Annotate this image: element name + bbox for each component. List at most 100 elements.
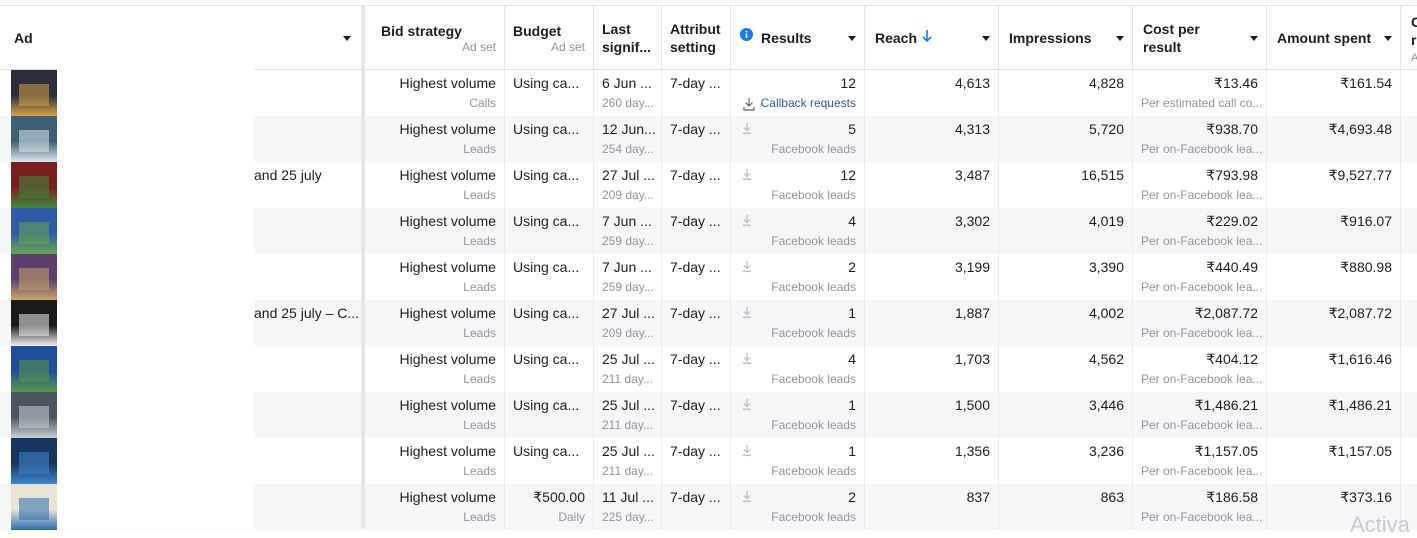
top-border — [0, 5, 1417, 6]
col-amount-spent-header[interactable]: Amount spent — [1267, 6, 1401, 69]
cell-bid: Highest volume Leads — [370, 346, 505, 392]
cell-ad[interactable] — [0, 70, 362, 116]
cell-ad[interactable] — [0, 254, 362, 300]
reach-value: 4,313 — [954, 121, 990, 137]
cell-spent: ₹4,693.48 — [1267, 116, 1401, 162]
results-value: 2 — [848, 489, 856, 505]
chevron-down-icon[interactable] — [1116, 36, 1124, 41]
ad-thumbnail[interactable] — [11, 346, 57, 392]
table-row[interactable]: Highest volume Leads Using ca... 25 Jul ...… — [0, 438, 1417, 484]
last-significant-value: 27 Jul ... — [602, 305, 655, 321]
chevron-down-icon[interactable] — [1250, 36, 1258, 41]
last-significant-value: 12 Jun... — [602, 121, 656, 137]
results-value: 12 — [840, 75, 856, 91]
attribution-value: 7-day ... — [670, 351, 721, 367]
col-last-significant-header[interactable]: Last signif... — [594, 6, 662, 69]
cell-ad[interactable] — [0, 116, 362, 162]
cell-reach: 837 — [865, 484, 999, 530]
budget-value: Using ca... — [513, 443, 580, 459]
frozen-column-divider[interactable] — [362, 6, 365, 529]
impressions-value: 3,446 — [1088, 397, 1124, 413]
col-next-title-2: r — [1411, 32, 1417, 48]
cell-ad[interactable] — [0, 392, 362, 438]
bid-strategy-sub: Leads — [463, 188, 496, 202]
results-sub: Facebook leads — [771, 326, 856, 340]
results-value: 2 — [848, 259, 856, 275]
cell-bid: Highest volume Leads — [370, 438, 505, 484]
ad-thumbnail[interactable] — [11, 300, 57, 346]
col-results-header[interactable]: Results — [731, 6, 865, 69]
cell-budget: Using ca... — [505, 208, 594, 254]
cell-bid: Highest volume Leads — [370, 300, 505, 346]
chevron-down-icon[interactable] — [1384, 36, 1392, 41]
cell-ad[interactable] — [0, 208, 362, 254]
col-cost-per-result-header[interactable]: Cost per result — [1133, 6, 1267, 69]
cell-cpr: ₹186.58 Per on-Facebook lea... — [1133, 484, 1267, 530]
col-attribution-header[interactable]: Attribut setting — [662, 6, 731, 69]
impressions-value: 4,002 — [1088, 305, 1124, 321]
ad-name-redaction — [57, 69, 254, 529]
table-row[interactable]: Highest volume Calls Using ca... 6 Jun ... 2… — [0, 70, 1417, 116]
cost-per-result-sub: Per on-Facebook lea... — [1141, 510, 1263, 524]
cell-ad[interactable]: and 25 july – C... — [0, 300, 362, 346]
cell-bid: Highest volume Leads — [370, 162, 505, 208]
col-next-header[interactable]: C r A — [1401, 6, 1417, 69]
ad-thumbnail[interactable] — [11, 484, 57, 530]
cell-ad[interactable] — [0, 438, 362, 484]
col-reach-header[interactable]: Reach — [865, 6, 999, 69]
cost-per-result-value: ₹13.46 — [1214, 75, 1258, 91]
col-reach-title: Reach — [875, 30, 918, 46]
cost-per-result-sub: Per on-Facebook lea... — [1141, 326, 1263, 340]
cell-next — [1401, 70, 1417, 116]
last-significant-sub: 211 day... — [602, 418, 653, 432]
arrow-down-icon[interactable] — [922, 29, 932, 43]
ad-thumbnail-image — [19, 268, 49, 290]
col-budget-header[interactable]: Budget Ad set — [505, 6, 594, 69]
table-row[interactable]: Highest volume Leads Using ca... 25 Jul ...… — [0, 346, 1417, 392]
attribution-value: 7-day ... — [670, 75, 721, 91]
ad-thumbnail[interactable] — [11, 70, 57, 116]
col-impressions-header[interactable]: Impressions — [999, 6, 1133, 69]
bid-strategy-value: Highest volume — [399, 121, 497, 137]
results-sub: Facebook leads — [771, 188, 856, 202]
cell-results: 12 Facebook leads — [731, 162, 865, 208]
chevron-down-icon[interactable] — [848, 36, 856, 41]
col-last-title-2: signif... — [602, 39, 651, 55]
table-row[interactable]: and 25 july Highest volume Leads Using ca..… — [0, 162, 1417, 208]
results-sub: Facebook leads — [771, 464, 856, 478]
cell-attr: 7-day ... — [662, 208, 731, 254]
cell-budget: Using ca... — [505, 392, 594, 438]
cost-per-result-value: ₹404.12 — [1206, 351, 1258, 367]
table-row[interactable]: Highest volume Leads Using ca... 7 Jun ... 2… — [0, 254, 1417, 300]
cell-ad[interactable] — [0, 484, 362, 530]
ad-thumbnail[interactable] — [11, 162, 57, 208]
last-significant-sub: 209 day... — [602, 326, 654, 340]
cell-reach: 4,313 — [865, 116, 999, 162]
info-icon[interactable] — [740, 28, 753, 41]
cell-next — [1401, 116, 1417, 162]
cell-next — [1401, 162, 1417, 208]
cell-ad[interactable] — [0, 346, 362, 392]
cell-attr: 7-day ... — [662, 346, 731, 392]
ad-thumbnail[interactable] — [11, 438, 57, 484]
ad-thumbnail[interactable] — [11, 392, 57, 438]
col-bid-strategy-header[interactable]: Bid strategy Ad set — [373, 6, 505, 69]
col-ad-header[interactable]: Ad — [0, 6, 362, 69]
ad-thumbnail[interactable] — [11, 116, 57, 162]
cell-ad[interactable]: and 25 july — [0, 162, 362, 208]
cell-last: 7 Jun ... 259 day... — [594, 254, 662, 300]
last-significant-sub: 211 day... — [602, 372, 653, 386]
cell-results: 5 Facebook leads — [731, 116, 865, 162]
bid-strategy-sub: Leads — [463, 372, 496, 386]
chevron-down-icon[interactable] — [982, 36, 990, 41]
ad-thumbnail[interactable] — [11, 208, 57, 254]
cell-results: 12 Callback requests — [731, 70, 865, 116]
chevron-down-icon[interactable] — [343, 36, 351, 41]
ad-thumbnail[interactable] — [11, 254, 57, 300]
cell-last: 25 Jul ... 211 day... — [594, 438, 662, 484]
table-header: Ad Bid strategy Ad set Budget Ad set Las… — [0, 6, 1417, 70]
amount-spent-value: ₹1,157.05 — [1328, 443, 1392, 459]
amount-spent-value: ₹880.98 — [1340, 259, 1392, 275]
cost-per-result-value: ₹938.70 — [1206, 121, 1258, 137]
bid-strategy-value: Highest volume — [399, 213, 497, 229]
